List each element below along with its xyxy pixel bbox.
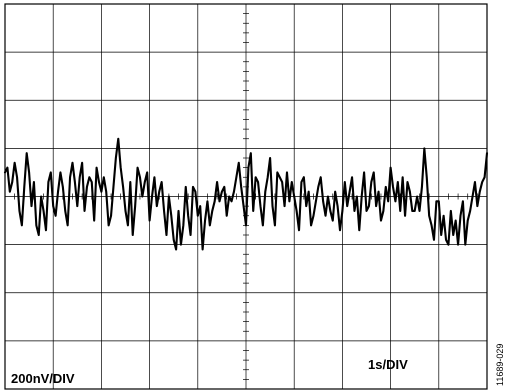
vertical-scale-label: 200nV/DIV — [11, 371, 75, 386]
grid — [5, 4, 487, 389]
horizontal-scale-label: 1s/DIV — [368, 357, 408, 372]
figure-id: 11689-029 — [495, 344, 505, 386]
signal-trace — [3, 137, 489, 251]
center-axis-ticks — [14, 13, 478, 380]
plot-border — [4, 3, 488, 390]
